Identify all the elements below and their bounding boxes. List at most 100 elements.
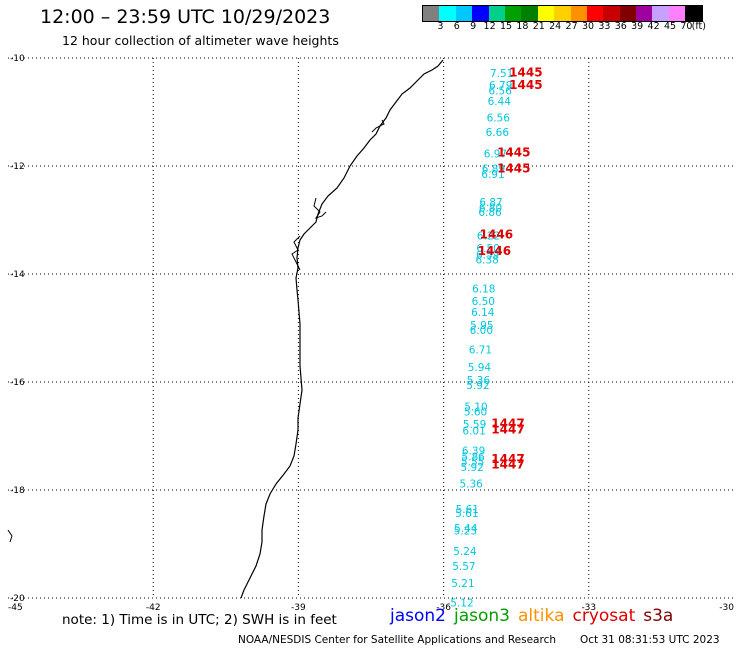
legend-swatch bbox=[570, 6, 587, 21]
swh-value: 6.91 bbox=[481, 169, 504, 181]
map-grid bbox=[8, 57, 734, 599]
swh-value: 6.18 bbox=[472, 284, 495, 296]
swh-value: 5.94 bbox=[468, 362, 492, 374]
legend-tick-label: 42 bbox=[647, 21, 660, 32]
lon-tick-label: -33 bbox=[581, 603, 596, 613]
legend-tick-label: 12 bbox=[483, 21, 496, 32]
swh-value: 6.50 bbox=[472, 296, 495, 308]
swh-value: 6.86 bbox=[478, 207, 502, 219]
bay-outline bbox=[313, 197, 327, 219]
legend-swatch bbox=[668, 6, 686, 21]
swh-value: 6.97 bbox=[484, 149, 507, 161]
lon-tick-label: -36 bbox=[436, 603, 451, 613]
legend-tick-label: 70 bbox=[680, 21, 693, 32]
pass-time-label: 1447 bbox=[491, 423, 524, 437]
legend-swatch bbox=[537, 6, 555, 21]
lat-tick-label: -18 bbox=[10, 486, 25, 496]
legend-swatch bbox=[636, 6, 653, 21]
swh-value: 6.44 bbox=[488, 96, 512, 108]
lat-tick-label: -14 bbox=[10, 270, 25, 280]
swh-value: 6.71 bbox=[469, 345, 492, 357]
legend-swatch bbox=[554, 6, 571, 21]
legend-swatch bbox=[586, 6, 604, 21]
swh-value: 6.56 bbox=[487, 112, 511, 124]
legend-tick-label: 21 bbox=[532, 21, 545, 32]
footer-note: note: 1) Time is in UTC; 2) SWH is in fe… bbox=[62, 612, 337, 628]
legend-swatch bbox=[504, 6, 522, 21]
swh-value: 5.61 bbox=[455, 508, 478, 520]
footer-credit: NOAA/NESDIS Center for Satellite Applica… bbox=[238, 634, 556, 646]
legend-swatch bbox=[439, 6, 456, 21]
swh-value: 5.55 bbox=[461, 456, 484, 468]
swh-value: 5.59 bbox=[463, 419, 486, 431]
legend-tick-label: 39 bbox=[631, 21, 644, 32]
swh-value: 5.36 bbox=[467, 375, 491, 387]
lon-tick-label: -30 bbox=[719, 603, 734, 613]
swh-value: 6.00 bbox=[470, 325, 493, 337]
legend-swatch bbox=[521, 6, 538, 21]
lon-tick-label: -39 bbox=[291, 603, 306, 613]
swh-value: 6.66 bbox=[486, 127, 510, 139]
swh-value: 5.61 bbox=[456, 504, 479, 516]
legend-swatch bbox=[685, 6, 702, 21]
satellite-label-altika: altika bbox=[518, 606, 565, 626]
footer-timestamp: Oct 31 08:31:53 UTC 2023 bbox=[580, 634, 720, 646]
coastline-path bbox=[240, 59, 444, 599]
pass-time-label: 1447 bbox=[491, 417, 524, 431]
legend-tick-label: 30 bbox=[581, 21, 595, 32]
pass-time-label: 1447 bbox=[491, 452, 524, 466]
color-legend-bar bbox=[422, 5, 703, 22]
pass-time-label: 1445 bbox=[497, 162, 530, 176]
legend-swatch bbox=[652, 6, 669, 21]
satellite-label-s3a: s3a bbox=[643, 606, 674, 626]
swh-value: 5.21 bbox=[451, 578, 474, 590]
swh-value: 5.57 bbox=[452, 561, 475, 573]
swh-value: 5.92 bbox=[460, 462, 483, 474]
legend-tick-label: 33 bbox=[598, 21, 611, 32]
pass-time-label: 1447 bbox=[491, 458, 524, 472]
legend-unit: (ft) bbox=[691, 21, 706, 32]
swh-value: 6.59 bbox=[476, 250, 499, 262]
swh-value: 5.12 bbox=[450, 597, 473, 609]
map-title: 12:00 – 23:59 UTC 10/29/2023 bbox=[40, 6, 331, 28]
legend-tick-label: 18 bbox=[516, 21, 529, 32]
pass-time-label: 1445 bbox=[497, 146, 530, 160]
swh-value: 5.95 bbox=[470, 320, 493, 332]
legend-tick-label: 15 bbox=[499, 21, 513, 32]
pass-time-label: 1446 bbox=[480, 228, 513, 242]
legend-swatch bbox=[455, 6, 473, 21]
legend-swatch bbox=[603, 6, 620, 21]
satellite-label-jason2: jason2 bbox=[390, 606, 446, 626]
satellite-legend: jason2 jason3 altika cryosat s3a bbox=[390, 606, 681, 626]
swh-value: 6.14 bbox=[471, 307, 495, 319]
lon-tick-label: -45 bbox=[8, 603, 23, 613]
swh-value: 6.79 bbox=[489, 80, 512, 92]
swh-value: 6.56 bbox=[489, 85, 513, 97]
pass-time-label: 1446 bbox=[478, 244, 511, 258]
swh-value: 5.86 bbox=[461, 452, 485, 464]
coast-inlet bbox=[371, 119, 385, 133]
legend-swatch bbox=[488, 6, 505, 21]
swh-value: 6.80 bbox=[479, 203, 502, 215]
map-axis-labels: -45 -42 -39 -36 -33 -30 -10 -12 -14 -16 -18 -20 bbox=[8, 54, 734, 613]
coast-islands bbox=[291, 235, 301, 271]
legend-tick-label: 36 bbox=[614, 21, 627, 32]
legend-swatch bbox=[472, 6, 489, 21]
swh-value: 5.10 bbox=[464, 401, 487, 413]
offshore-island bbox=[7, 529, 13, 543]
swh-value: 6.01 bbox=[462, 426, 485, 438]
satellite-label-cryosat: cryosat bbox=[572, 606, 636, 626]
swh-value: 5.60 bbox=[464, 407, 487, 419]
legend-tick-label: 6 bbox=[453, 21, 460, 32]
swh-value: 5.23 bbox=[454, 526, 477, 538]
color-legend-labels: 3 6 9 12 15 18 21 24 27 30 33 36 39 42 45 70 (ft) bbox=[422, 21, 732, 33]
lat-tick-label: -10 bbox=[10, 54, 25, 64]
legend-tick-label: 9 bbox=[470, 21, 477, 32]
lat-tick-label: -20 bbox=[10, 594, 25, 604]
swh-value: 5.44 bbox=[454, 523, 478, 535]
swh-value: 5.36 bbox=[459, 479, 483, 491]
pass-time-label: 1445 bbox=[509, 66, 542, 80]
pass-time-label: 1445 bbox=[509, 78, 542, 92]
swh-value: 6.22 bbox=[477, 231, 500, 243]
